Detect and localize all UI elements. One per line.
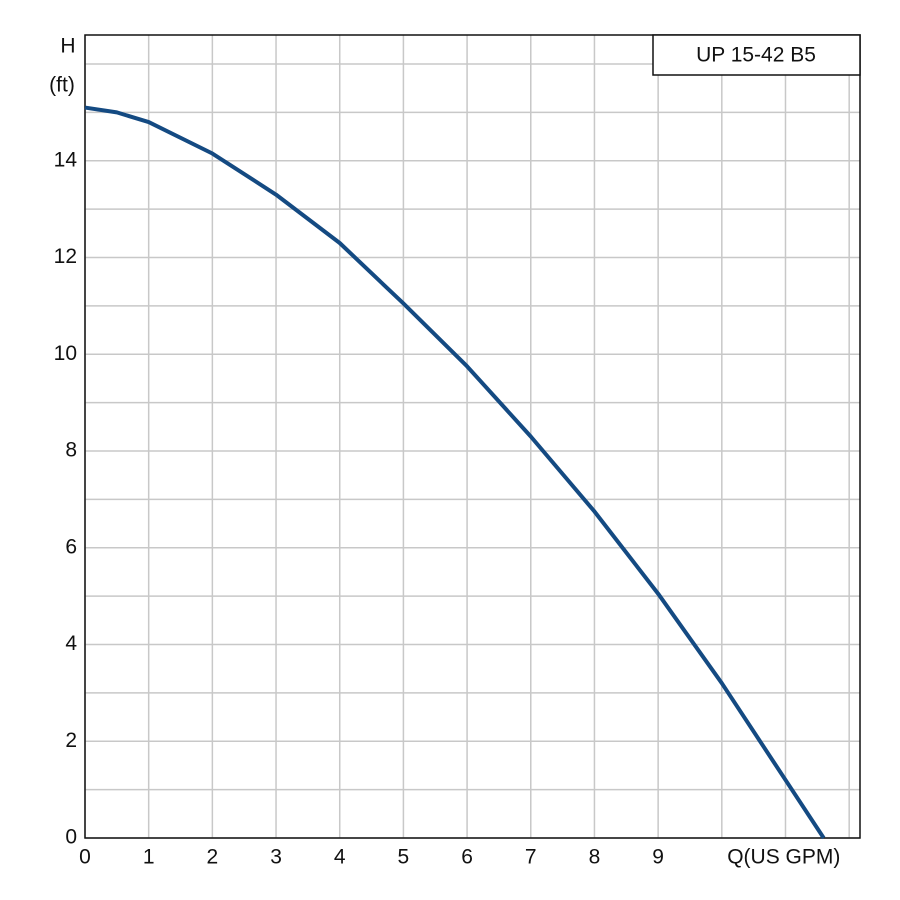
x-tick-label: 5 — [398, 846, 410, 869]
x-tick-label: 7 — [525, 846, 537, 869]
title-box — [652, 34, 861, 76]
y-tick-label: 4 — [65, 632, 77, 655]
pump-curve — [84, 105, 826, 840]
y-tick-label: 0 — [65, 826, 77, 849]
y-tick-label: 8 — [65, 439, 77, 462]
x-tick-label: 6 — [461, 846, 473, 869]
x-tick-label: 4 — [334, 846, 346, 869]
x-tick-label: 0 — [79, 846, 91, 869]
y-axis-label: H — [60, 35, 75, 58]
plot-frame — [84, 34, 861, 839]
y-tick-label: 10 — [54, 342, 77, 365]
chart-title: UP 15-42 B5 — [696, 44, 816, 67]
y-tick-label: 6 — [65, 535, 77, 558]
y-tick-label: 14 — [54, 148, 78, 171]
y-tick-label: 12 — [54, 245, 77, 268]
x-tick-label: 1 — [143, 846, 155, 869]
x-tick-label: 9 — [652, 846, 664, 869]
y-tick-label: 2 — [65, 729, 77, 752]
x-tick-label: 2 — [207, 846, 219, 869]
x-axis-label: Q(US GPM) — [727, 846, 840, 869]
x-tick-label: 3 — [270, 846, 282, 869]
y-axis-unit: (ft) — [49, 74, 75, 97]
x-tick-label: 8 — [589, 846, 601, 869]
